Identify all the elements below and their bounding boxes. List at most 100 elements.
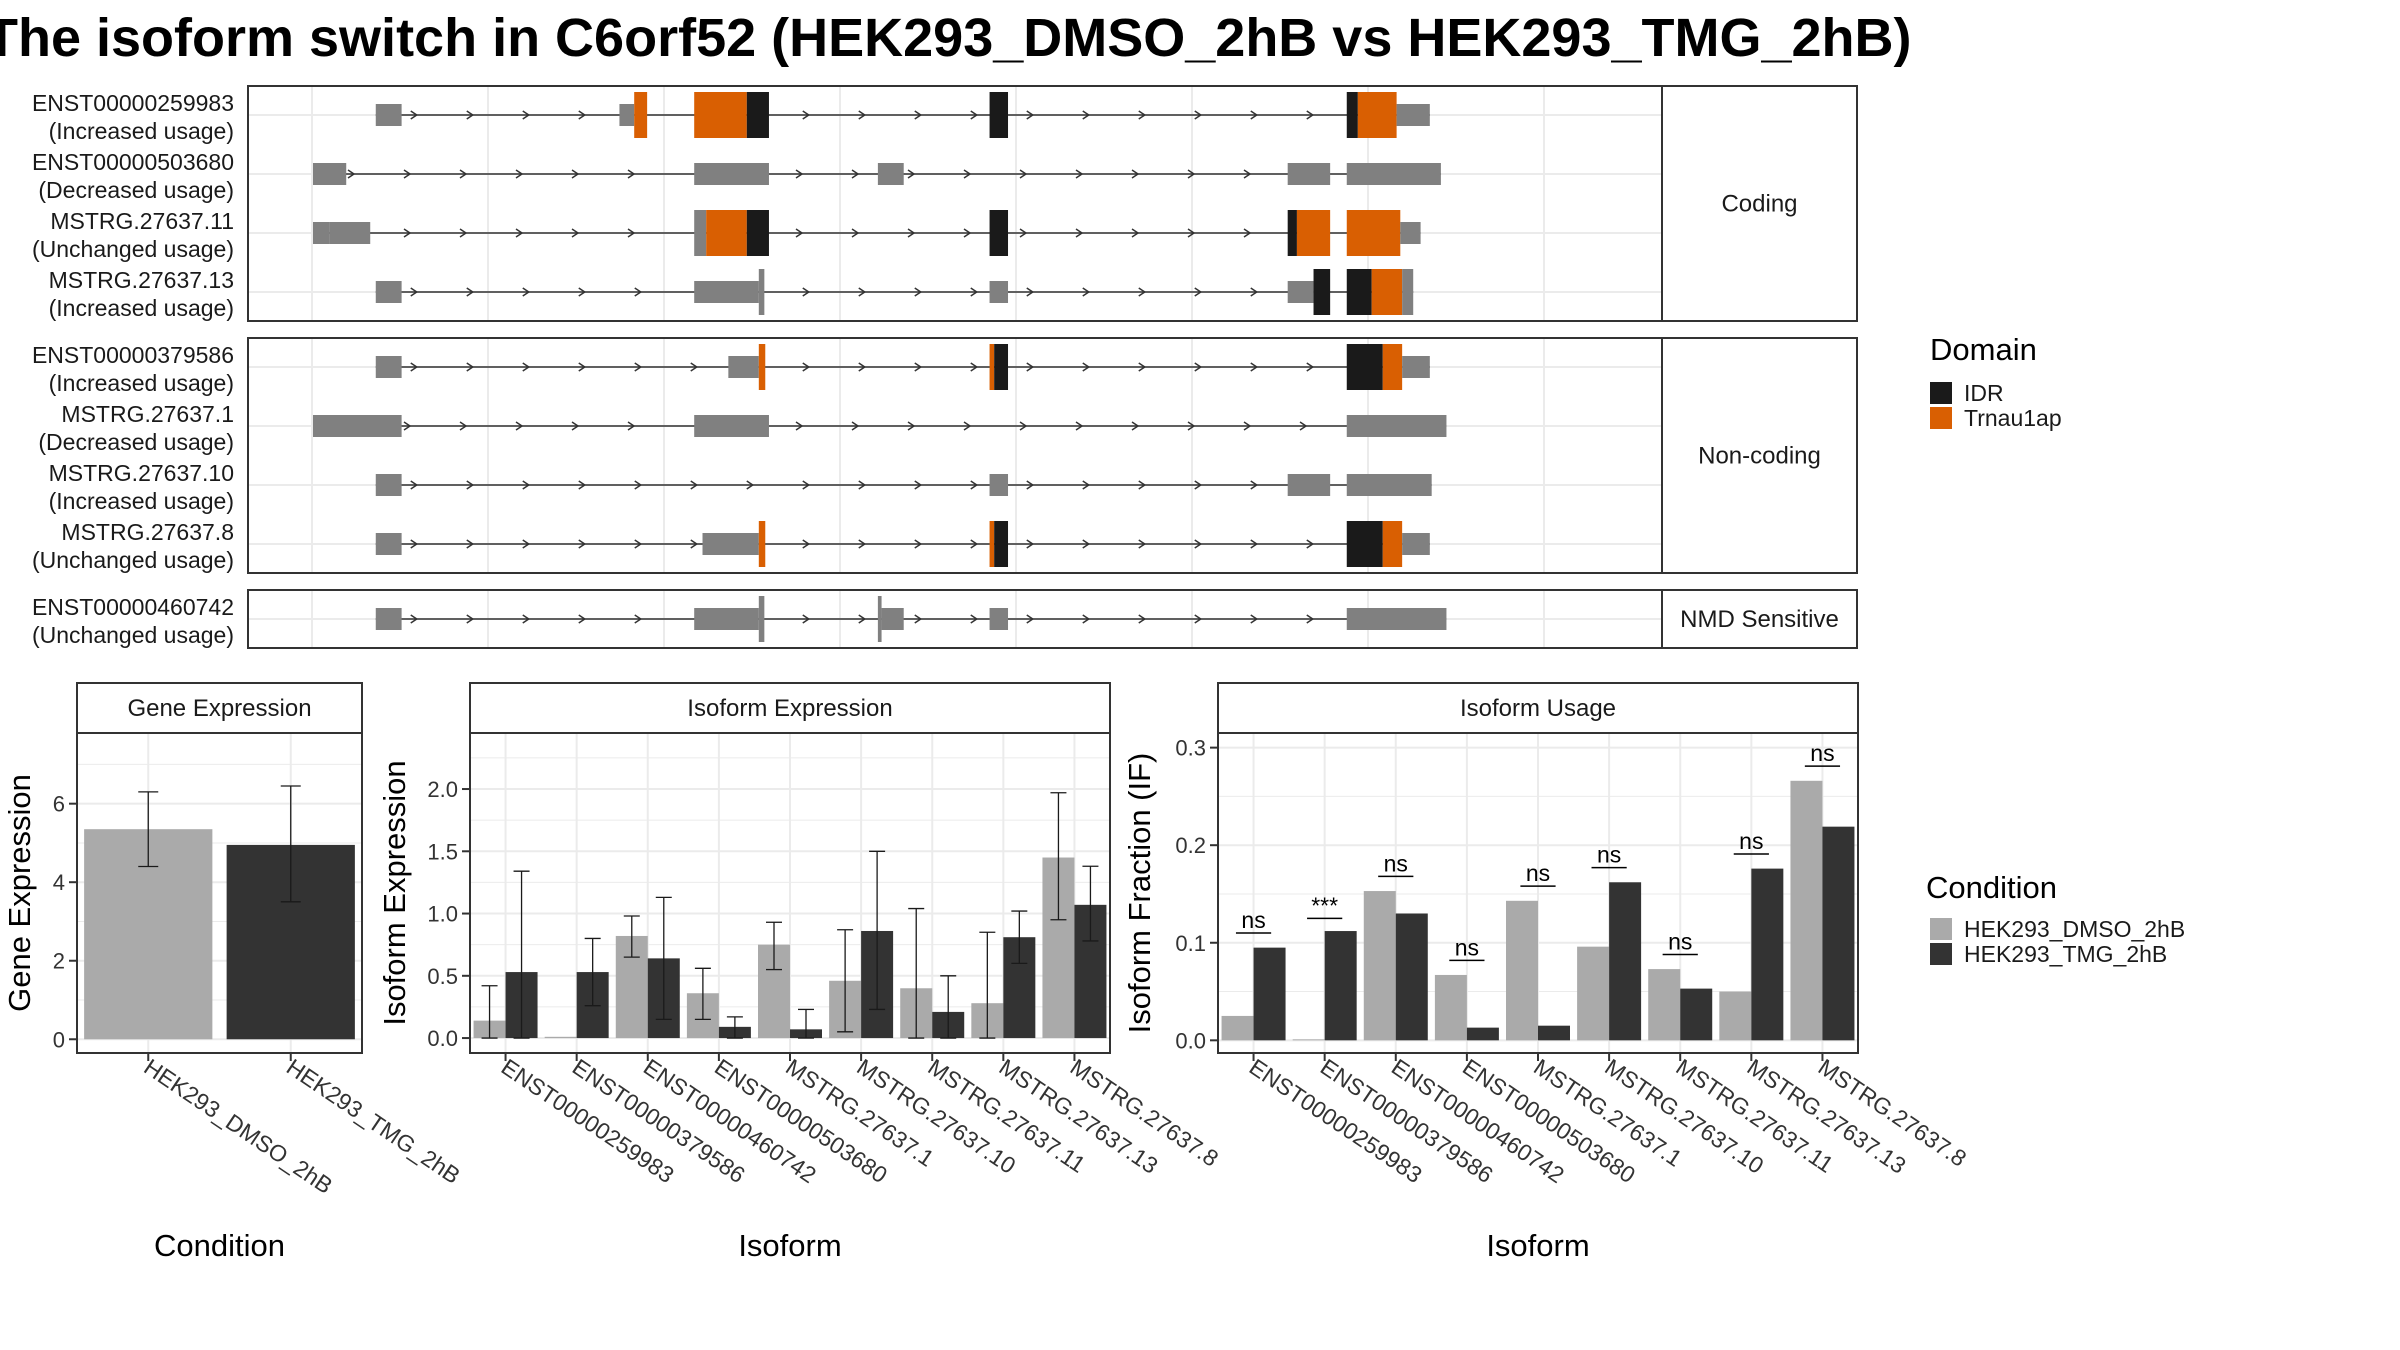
chart-title: Isoform Expression — [687, 695, 892, 722]
intron-direction-arrow — [1026, 287, 1035, 297]
intron-direction-arrow — [914, 614, 923, 624]
intron-direction-arrow — [1138, 480, 1147, 490]
intron-direction-arrow — [1187, 421, 1196, 431]
transcript-usage-status: (Increased usage) — [49, 370, 234, 396]
intron-direction-arrow — [1026, 614, 1035, 624]
intron-direction-arrow — [347, 169, 356, 179]
transcript-name: MSTRG.27637.13 — [49, 267, 234, 293]
intron-direction-arrow — [851, 169, 860, 179]
intron-direction-arrow — [795, 421, 804, 431]
transcript-structure-panel: ENST00000259983 (Increased usage) ENST0000… — [32, 85, 1858, 649]
significance-label: *** — [1311, 892, 1338, 918]
legend-label: Trnau1ap — [1964, 405, 2062, 431]
intron-direction-arrow — [746, 480, 755, 490]
bar — [1253, 947, 1286, 1041]
exon — [728, 356, 759, 378]
intron-direction-arrow — [914, 362, 923, 372]
intron-direction-arrow — [970, 614, 979, 624]
intron-direction-arrow — [1250, 539, 1259, 549]
transcript-name: ENST00000259983 — [32, 90, 234, 116]
bar — [1506, 900, 1538, 1041]
exon — [375, 104, 402, 126]
transcript-name: MSTRG.27637.10 — [49, 460, 234, 486]
legend-label: IDR — [1964, 380, 2004, 406]
transcript-usage-status: (Decreased usage) — [38, 429, 234, 455]
intron-direction-arrow — [1306, 110, 1315, 120]
exon-idr-domain — [1313, 269, 1331, 315]
bar — [1648, 969, 1681, 1041]
intron-direction-arrow — [690, 362, 699, 372]
transcript-name: ENST00000503680 — [32, 149, 234, 175]
exon — [758, 596, 765, 642]
intron-direction-arrow — [795, 169, 804, 179]
intron-direction-arrow — [1138, 362, 1147, 372]
transcript-usage-status: (Unchanged usage) — [32, 622, 234, 648]
intron-direction-arrow — [1138, 614, 1147, 624]
intron-direction-arrow — [578, 362, 587, 372]
isoform-usage-chart: Isoform UsageENST00000259983ENST00000379… — [1122, 682, 1971, 1263]
intron-direction-arrow — [1306, 362, 1315, 372]
intron-direction-arrow — [907, 169, 916, 179]
y-tick-label: 2 — [53, 949, 65, 974]
intron-direction-arrow — [1299, 421, 1308, 431]
exon — [313, 222, 330, 244]
intron-direction-arrow — [858, 287, 867, 297]
intron-direction-arrow — [907, 421, 916, 431]
facet-strip — [1661, 85, 1858, 322]
structure-panel-bg — [248, 86, 1662, 321]
significance-label: ns — [1810, 740, 1834, 766]
intron-direction-arrow — [515, 228, 524, 238]
legend-swatch — [1930, 943, 1952, 965]
intron-direction-arrow — [1026, 362, 1035, 372]
exon — [313, 163, 347, 185]
bar — [1434, 974, 1467, 1041]
y-tick-label: 0.3 — [1175, 736, 1206, 761]
exon — [375, 356, 402, 378]
intron-direction-arrow — [522, 110, 531, 120]
bar — [1680, 988, 1713, 1041]
intron-direction-arrow — [1082, 480, 1091, 490]
x-axis-title: Isoform — [1486, 1228, 1589, 1263]
intron-direction-arrow — [1082, 362, 1091, 372]
intron-direction-arrow — [963, 228, 972, 238]
bar — [1466, 1027, 1499, 1041]
exon — [1346, 163, 1441, 185]
exon — [694, 210, 707, 256]
intron-direction-arrow — [1138, 110, 1147, 120]
intron-direction-arrow — [802, 539, 811, 549]
y-tick-label: 0.0 — [427, 1026, 458, 1051]
intron-direction-arrow — [858, 362, 867, 372]
intron-direction-arrow — [1250, 480, 1259, 490]
exon-idr-domain — [1287, 210, 1297, 256]
intron-direction-arrow — [634, 539, 643, 549]
intron-direction-arrow — [1019, 169, 1028, 179]
intron-direction-arrow — [1250, 110, 1259, 120]
intron-direction-arrow — [1082, 287, 1091, 297]
intron-direction-arrow — [1019, 421, 1028, 431]
intron-direction-arrow — [634, 287, 643, 297]
bar — [1363, 891, 1396, 1041]
significance-label: ns — [1526, 860, 1550, 886]
exon-trnau1ap-domain — [634, 92, 648, 138]
intron-direction-arrow — [851, 228, 860, 238]
intron-direction-arrow — [1026, 539, 1035, 549]
exon — [1400, 222, 1421, 244]
structure-panel-bg — [248, 338, 1662, 573]
intron-direction-arrow — [802, 110, 811, 120]
bar — [1538, 1025, 1570, 1041]
intron-direction-arrow — [410, 110, 419, 120]
exon-idr-domain — [1346, 92, 1358, 138]
intron-direction-arrow — [459, 169, 468, 179]
intron-direction-arrow — [858, 110, 867, 120]
y-axis-title: Isoform Expression — [377, 760, 412, 1025]
exon — [758, 269, 765, 315]
intron-direction-arrow — [1243, 421, 1252, 431]
significance-label: ns — [1455, 934, 1479, 960]
exon-idr-domain — [1346, 269, 1372, 315]
exon-trnau1ap-domain — [1371, 269, 1403, 315]
exon — [375, 608, 402, 630]
intron-direction-arrow — [522, 362, 531, 372]
bar — [1609, 882, 1642, 1041]
exon-trnau1ap-domain — [1296, 210, 1331, 256]
exon — [877, 596, 882, 642]
